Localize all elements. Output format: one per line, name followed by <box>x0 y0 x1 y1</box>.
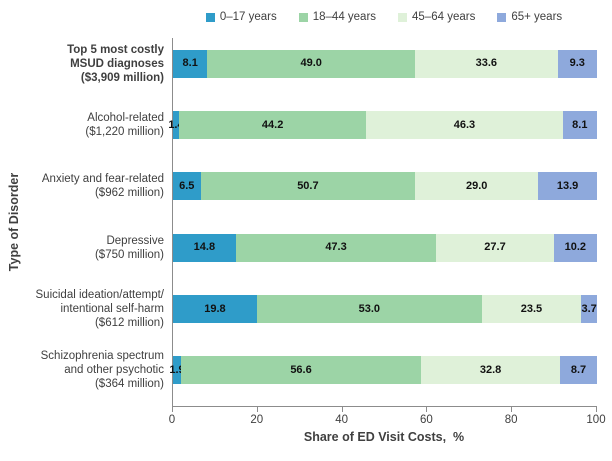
legend-label: 18–44 years <box>312 11 377 23</box>
category-label: Suicidal ideation/attempt/ intentional s… <box>35 288 165 330</box>
bar-segment: 29.0 <box>415 172 539 201</box>
x-tick-mark <box>172 407 173 412</box>
bar-segment: 8.1 <box>173 49 208 78</box>
plot-area: 8.1 49.0 33.6 9.3 1.4 44.2 46.3 8.1 6.5 50.7 29.0 1… <box>168 38 597 407</box>
data-label: 1.9 <box>169 363 185 376</box>
category-label: Depressive ($750 million) <box>94 234 164 261</box>
x-tick-label: 100 <box>586 414 606 426</box>
x-tick-label: 60 <box>419 414 433 426</box>
legend-swatch-icon <box>398 12 408 22</box>
data-label: 3.7 <box>581 302 597 315</box>
bar-segment: 32.8 <box>421 356 561 385</box>
bar-row: 14.8 47.3 27.7 10.2 <box>173 233 597 262</box>
data-label: 47.3 <box>325 241 347 254</box>
x-tick-label: 40 <box>335 414 348 426</box>
bar-segment: 1.9 <box>169 356 185 385</box>
legend-item: 0–17 years <box>205 11 277 23</box>
bar-segment: 50.7 <box>200 172 416 201</box>
x-tick-mark <box>256 407 258 412</box>
legend-item: 45–64 years <box>398 11 475 23</box>
data-label: 8.1 <box>572 118 588 131</box>
bar-segment: 23.5 <box>481 295 582 323</box>
legend-label: 0–17 years <box>219 11 277 23</box>
bar-segment: 19.8 <box>173 295 257 323</box>
bar-segment: 33.6 <box>415 49 558 78</box>
legend-item: 18–44 years <box>298 11 377 23</box>
data-label: 27.7 <box>484 241 506 254</box>
bar-segment: 1.4 <box>168 111 184 139</box>
bar-segment: 10.2 <box>553 233 597 262</box>
bar-segment: 6.5 <box>173 172 201 201</box>
category-label: Anxiety and fear-related ($962 million) <box>41 173 164 200</box>
legend-swatch-icon <box>298 12 308 22</box>
category-label: Alcohol-related ($1,220 million) <box>85 111 164 138</box>
x-tick-mark <box>511 407 513 412</box>
data-label: 14.8 <box>193 241 216 254</box>
bar-row: 6.5 50.7 29.0 13.9 <box>173 172 597 201</box>
bar-row: 8.1 49.0 33.6 9.3 <box>173 49 597 78</box>
x-tick-label: 80 <box>504 414 518 426</box>
bar-segment: 14.8 <box>173 233 236 262</box>
bar-segment: 47.3 <box>235 233 437 262</box>
category-label: Schizophrenia spectrum and other psychot… <box>40 350 164 391</box>
data-label: 29.0 <box>465 179 488 192</box>
data-label: 13.9 <box>556 179 579 192</box>
data-label: 46.3 <box>453 118 476 131</box>
bar-row: 1.4 44.2 46.3 8.1 <box>168 111 597 139</box>
data-label: 8.7 <box>570 363 587 376</box>
data-label: 6.5 <box>179 179 195 192</box>
bar-segment: 9.3 <box>557 49 597 78</box>
data-label: 8.1 <box>182 57 198 70</box>
data-label: 44.2 <box>261 118 284 131</box>
legend-swatch-icon <box>205 12 215 22</box>
bar-segment: 8.1 <box>562 111 597 139</box>
bar-segment: 44.2 <box>178 111 367 139</box>
data-label: 53.0 <box>358 302 380 315</box>
data-label: 19.8 <box>204 302 226 315</box>
bar-segment: 46.3 <box>366 111 563 139</box>
data-label: 1.4 <box>168 118 184 131</box>
data-label: 49.0 <box>300 57 322 70</box>
x-tick-mark <box>341 407 343 412</box>
x-tick-mark <box>426 407 428 412</box>
x-tick-mark <box>596 407 597 412</box>
data-label: 10.2 <box>564 241 587 254</box>
bar-segment: 3.7 <box>581 295 597 323</box>
bar-segment: 53.0 <box>256 295 482 323</box>
bar-segment: 27.7 <box>436 233 554 262</box>
bar-row: 1.9 56.6 32.8 8.7 <box>169 356 597 385</box>
legend-swatch-icon <box>497 12 507 22</box>
data-label: 9.3 <box>569 57 585 70</box>
bar-segment: 56.6 <box>181 356 422 385</box>
x-tick-label: 0 <box>168 414 176 426</box>
bar-row: 19.8 53.0 23.5 3.7 <box>173 295 597 323</box>
legend-item: 65+ years <box>497 11 562 23</box>
legend-label: 45–64 years <box>412 11 476 23</box>
data-label: 32.8 <box>479 363 502 376</box>
data-label: 23.5 <box>520 302 543 315</box>
legend: 0–17 years 18–44 years 45–64 years 65+ year… <box>160 8 608 26</box>
bar-segment: 13.9 <box>538 172 597 201</box>
legend-label: 65+ years <box>511 11 563 23</box>
bar-segment: 49.0 <box>207 49 416 78</box>
x-tick-label: 20 <box>250 414 264 426</box>
x-axis-title: Share of ED Visit Costs, % <box>303 430 465 444</box>
data-label: 33.6 <box>475 57 498 70</box>
category-label: Top 5 most costly MSUD diagnoses ($3,909… <box>67 43 164 84</box>
bar-segment: 8.7 <box>560 356 597 385</box>
data-label: 56.6 <box>290 363 312 376</box>
data-label: 50.7 <box>297 179 319 192</box>
